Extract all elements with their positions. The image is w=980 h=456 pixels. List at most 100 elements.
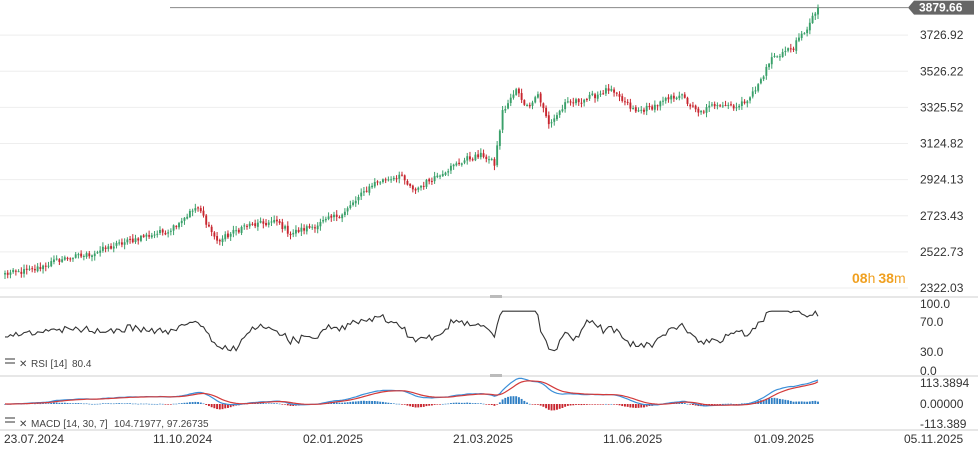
macd-histogram-bar <box>422 404 425 407</box>
macd-histogram-bar <box>58 402 61 404</box>
macd-histogram-bar <box>520 398 523 404</box>
candle <box>93 250 96 261</box>
candle <box>58 258 61 266</box>
macd-histogram-bar <box>787 400 790 404</box>
candle <box>754 86 757 95</box>
macd-histogram-bar <box>224 404 227 409</box>
candle <box>591 90 594 97</box>
candle <box>653 100 656 113</box>
candle <box>289 231 292 240</box>
candle <box>229 231 232 241</box>
candle <box>711 102 713 107</box>
candle <box>322 216 325 224</box>
candle <box>161 228 164 236</box>
rsi-panel[interactable]: 100.0 70.0 30.0 0.0 ✕ RSI [14] 80.4 <box>4 297 950 378</box>
candle <box>335 210 338 222</box>
macd-histogram-bar <box>795 401 798 404</box>
candle <box>629 98 632 112</box>
candle <box>553 114 556 126</box>
candle <box>814 11 817 20</box>
macd-histogram-bar <box>63 402 66 404</box>
macd-histogram-bar <box>474 403 477 404</box>
macd-histogram-bar <box>585 404 588 405</box>
candle <box>33 264 36 273</box>
candle <box>547 111 550 129</box>
candle <box>194 203 197 213</box>
candle <box>357 194 360 205</box>
price-tick-label: 2924.13 <box>920 173 964 187</box>
candle <box>746 99 749 108</box>
macd-histogram-bar <box>515 396 518 404</box>
candle <box>31 266 34 273</box>
candle <box>248 221 251 229</box>
rsi-resize-handle[interactable] <box>490 295 502 298</box>
price-axis[interactable]: 3726.92 3526.22 3325.52 3124.82 2924.13 … <box>920 28 964 295</box>
candle <box>126 237 129 245</box>
close-icon[interactable]: ✕ <box>19 419 27 430</box>
candle <box>556 112 558 122</box>
macd-histogram-bar <box>482 403 485 405</box>
candle <box>604 84 607 97</box>
candle <box>129 235 132 244</box>
macd-histogram-bar <box>528 403 531 405</box>
macd-histogram-bar <box>278 403 281 405</box>
candle <box>292 229 295 238</box>
macd-histogram-bar <box>781 399 784 404</box>
candle <box>213 231 216 240</box>
macd-histogram-bar <box>387 402 390 404</box>
candle <box>610 85 613 92</box>
macd-histogram-bar <box>466 402 469 404</box>
candle <box>681 93 683 100</box>
settings-icon[interactable] <box>5 358 15 364</box>
candle <box>140 234 142 243</box>
candle <box>787 47 790 53</box>
macd-tick-label: -113.389 <box>920 417 967 431</box>
candle <box>39 262 42 272</box>
candle <box>479 148 482 160</box>
macd-histogram-bar <box>420 404 422 408</box>
macd-histogram-bar <box>47 403 50 404</box>
rsi-legend-value: 80.4 <box>72 359 92 370</box>
macd-histogram-bar <box>61 402 64 404</box>
candle <box>199 205 202 214</box>
close-icon[interactable]: ✕ <box>19 359 27 370</box>
candle <box>9 269 12 279</box>
candle <box>523 99 526 106</box>
candle <box>256 219 259 231</box>
last-price-tag: 3879.66 <box>908 1 974 15</box>
candle <box>159 226 161 236</box>
candle <box>360 188 363 200</box>
macd-histogram-bar <box>403 404 406 405</box>
candle <box>452 163 455 170</box>
macd-histogram-bar <box>629 404 632 408</box>
date-axis[interactable]: 23.07.2024 11.10.2024 02.01.2025 21.03.2… <box>4 432 963 446</box>
candle <box>131 234 134 244</box>
candle <box>191 208 194 217</box>
macd-histogram-bar <box>80 403 83 404</box>
candle <box>137 237 140 245</box>
candle <box>528 102 531 109</box>
candle <box>390 176 393 183</box>
macd-histogram-bar <box>455 402 458 404</box>
macd-histogram-bar <box>186 402 189 404</box>
candle <box>381 178 384 184</box>
macd-histogram-bar <box>572 404 575 406</box>
settings-icon[interactable] <box>5 417 15 423</box>
macd-legend-values: 104.71977, 97.26735 <box>114 419 209 430</box>
price-panel[interactable] <box>4 4 908 280</box>
macd-histogram-bar <box>153 403 156 405</box>
candle <box>362 187 365 196</box>
candle <box>800 30 803 41</box>
macd-histogram-bar <box>335 402 338 404</box>
candle <box>621 93 624 103</box>
macd-histogram-bar <box>768 398 771 404</box>
macd-histogram-bar <box>42 403 45 404</box>
macd-histogram-bar <box>145 403 148 405</box>
macd-panel[interactable]: 113.3894 0.00000 -113.389 ✕ MACD [14, 30… <box>4 376 969 431</box>
candle <box>118 239 121 246</box>
macd-histogram-bar <box>137 403 140 405</box>
candle <box>227 230 229 239</box>
macd-resize-handle[interactable] <box>490 374 502 377</box>
